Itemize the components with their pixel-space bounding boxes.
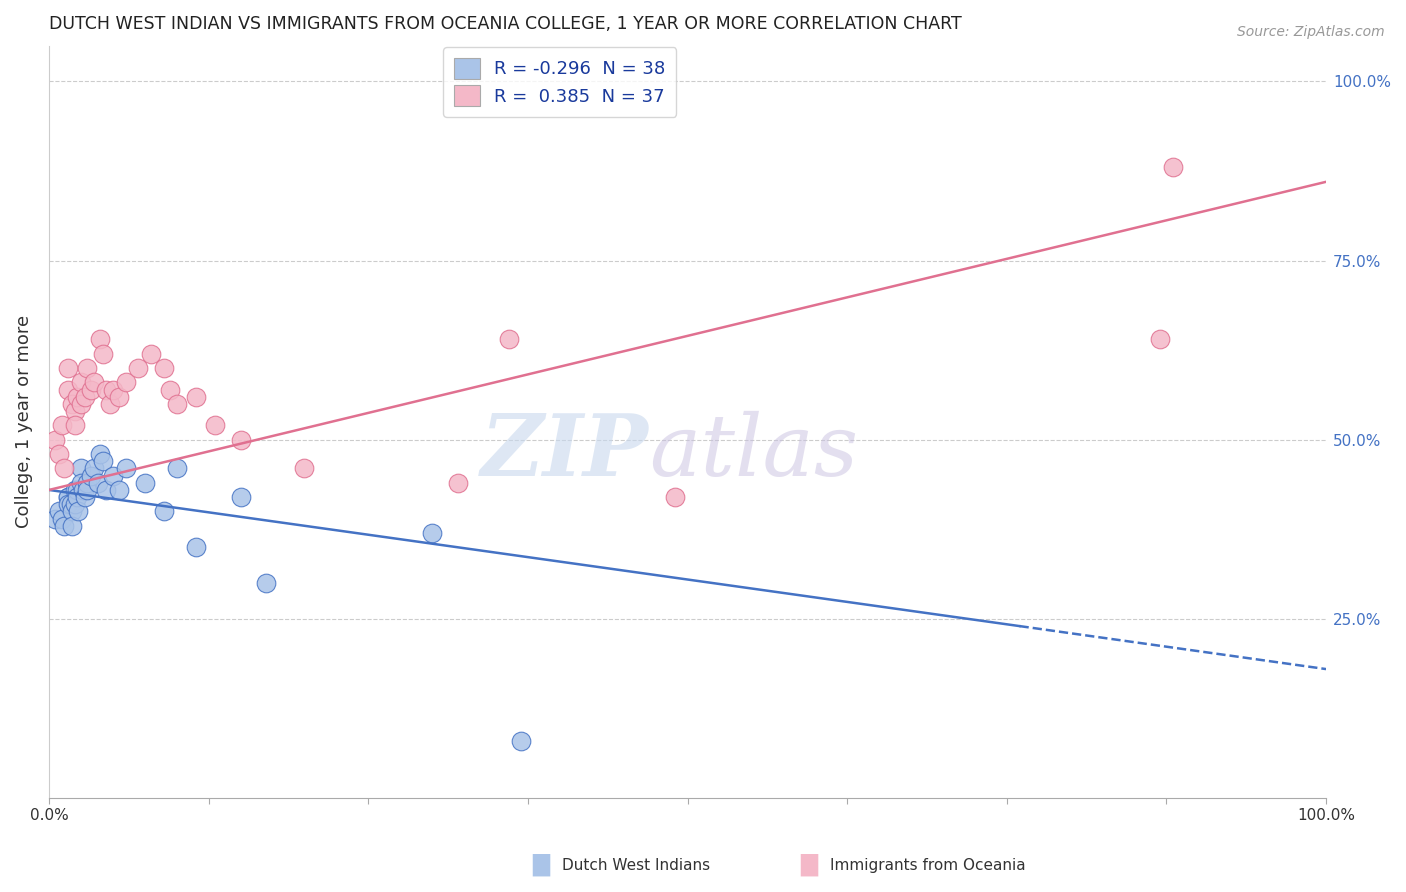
Text: Immigrants from Oceania: Immigrants from Oceania — [830, 858, 1025, 872]
Point — [229, 490, 252, 504]
Point — [83, 461, 105, 475]
Point — [63, 483, 86, 497]
Point — [510, 733, 533, 747]
Point — [229, 433, 252, 447]
Point — [83, 376, 105, 390]
Point — [114, 461, 136, 475]
Text: █: █ — [533, 854, 550, 877]
Point — [127, 361, 149, 376]
Legend: R = -0.296  N = 38, R =  0.385  N = 37: R = -0.296 N = 38, R = 0.385 N = 37 — [443, 47, 676, 117]
Point — [91, 454, 114, 468]
Point — [114, 376, 136, 390]
Point — [420, 525, 443, 540]
Point — [56, 361, 79, 376]
Point — [134, 475, 156, 490]
Point — [166, 397, 188, 411]
Point — [70, 376, 93, 390]
Point — [60, 397, 83, 411]
Point — [51, 418, 73, 433]
Point — [498, 333, 520, 347]
Point — [56, 497, 79, 511]
Y-axis label: College, 1 year or more: College, 1 year or more — [15, 315, 32, 528]
Text: atlas: atlas — [650, 410, 858, 493]
Point — [66, 390, 89, 404]
Point — [73, 490, 96, 504]
Point — [153, 361, 176, 376]
Point — [51, 511, 73, 525]
Point — [184, 390, 207, 404]
Point — [66, 483, 89, 497]
Point — [96, 483, 118, 497]
Point — [86, 475, 108, 490]
Point — [108, 483, 131, 497]
Point — [44, 433, 66, 447]
Point — [56, 490, 79, 504]
Point — [48, 447, 70, 461]
Text: Dutch West Indians: Dutch West Indians — [562, 858, 710, 872]
Point — [72, 483, 94, 497]
Point — [1161, 161, 1184, 175]
Point — [76, 483, 98, 497]
Point — [67, 504, 90, 518]
Point — [96, 383, 118, 397]
Point — [446, 475, 468, 490]
Point — [60, 518, 83, 533]
Point — [70, 475, 93, 490]
Point — [70, 397, 93, 411]
Point — [60, 504, 83, 518]
Point — [664, 490, 686, 504]
Point — [1149, 333, 1171, 347]
Point — [76, 361, 98, 376]
Point — [63, 418, 86, 433]
Text: Source: ZipAtlas.com: Source: ZipAtlas.com — [1237, 25, 1385, 39]
Point — [98, 397, 121, 411]
Point — [292, 461, 315, 475]
Point — [204, 418, 226, 433]
Point — [91, 347, 114, 361]
Point — [70, 461, 93, 475]
Point — [101, 468, 124, 483]
Point — [56, 490, 79, 504]
Point — [66, 490, 89, 504]
Point — [48, 504, 70, 518]
Point — [76, 475, 98, 490]
Text: █: █ — [800, 854, 817, 877]
Point — [166, 461, 188, 475]
Point — [56, 383, 79, 397]
Point — [59, 497, 82, 511]
Point — [254, 576, 277, 591]
Point — [184, 541, 207, 555]
Point — [53, 461, 76, 475]
Point — [80, 468, 103, 483]
Point — [53, 518, 76, 533]
Text: ZIP: ZIP — [481, 410, 650, 493]
Point — [63, 404, 86, 418]
Point — [159, 383, 181, 397]
Point — [89, 333, 111, 347]
Point — [63, 497, 86, 511]
Text: DUTCH WEST INDIAN VS IMMIGRANTS FROM OCEANIA COLLEGE, 1 YEAR OR MORE CORRELATION: DUTCH WEST INDIAN VS IMMIGRANTS FROM OCE… — [49, 15, 962, 33]
Point — [80, 383, 103, 397]
Point — [153, 504, 176, 518]
Point — [139, 347, 162, 361]
Point — [44, 511, 66, 525]
Point — [108, 390, 131, 404]
Point — [73, 390, 96, 404]
Point — [89, 447, 111, 461]
Point — [101, 383, 124, 397]
